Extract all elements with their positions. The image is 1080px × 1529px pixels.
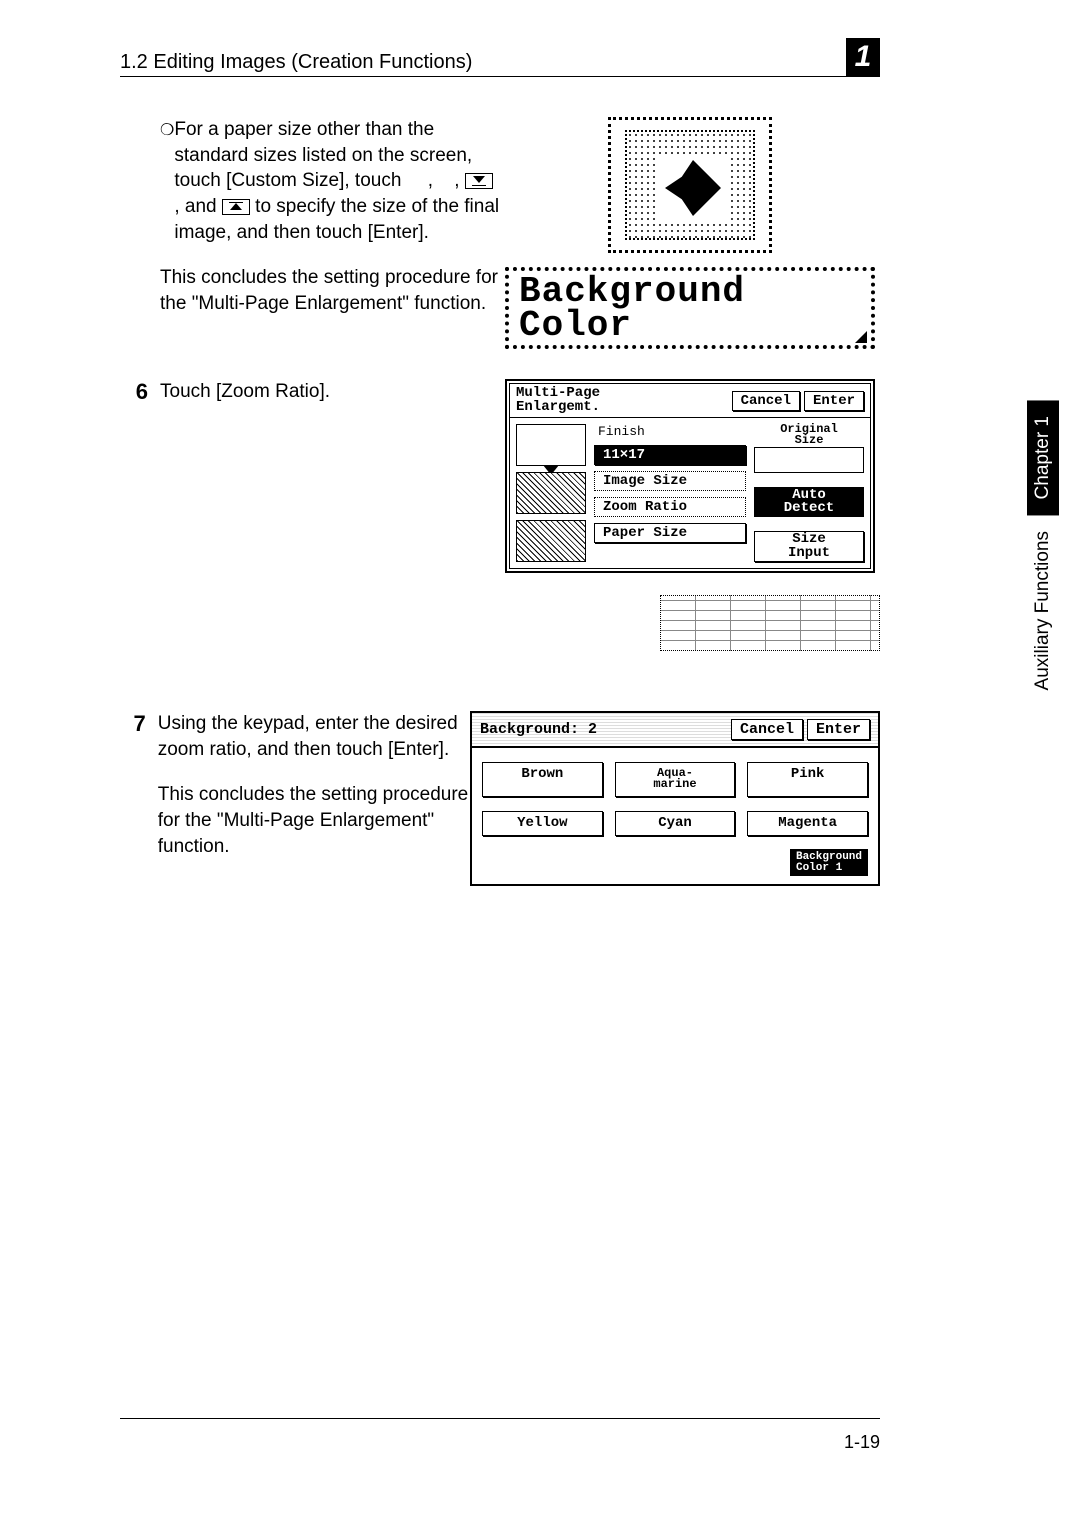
bg2-cancel-button[interactable]: Cancel: [731, 719, 803, 740]
thumb-1: [516, 424, 586, 466]
cancel-button[interactable]: Cancel: [732, 391, 800, 411]
step6-text: Touch [Zoom Ratio].: [160, 379, 500, 405]
step7-text: Using the keypad, enter the desired zoom…: [158, 711, 470, 762]
zoom-ratio-button[interactable]: Zoom Ratio: [594, 497, 746, 517]
arrow-up-icon: [222, 199, 250, 215]
arrow-down-icon: [465, 173, 493, 189]
step7-number: 7: [120, 711, 158, 886]
mini-grid-panel: [660, 595, 880, 651]
color-pink[interactable]: Pink: [747, 762, 868, 797]
thumb-3: [516, 520, 586, 562]
color-brown[interactable]: Brown: [482, 762, 603, 797]
page-content: 1.2 Editing Images (Creation Functions) …: [120, 38, 880, 916]
panel-title: Multi-Page Enlargemt.: [516, 387, 600, 414]
bg2-enter-button[interactable]: Enter: [807, 719, 870, 740]
step6-number: 6: [120, 379, 160, 651]
enter-button[interactable]: Enter: [804, 391, 864, 411]
color-cyan[interactable]: Cyan: [615, 811, 736, 836]
side-chapter-label: Chapter 1: [1027, 400, 1059, 515]
figure-bgcolor-label: Background Color: [505, 267, 875, 349]
auto-detect-button[interactable]: Auto Detect: [754, 487, 864, 518]
original-size-label: Original Size: [754, 424, 864, 447]
chapter-badge: 1: [846, 38, 880, 76]
bullet-icon: ❍: [160, 117, 174, 245]
side-tab: Chapter 1 Auxiliary Functions: [1026, 400, 1060, 800]
section-title: 1.2 Editing Images (Creation Functions): [120, 51, 472, 74]
paper-size-button[interactable]: Paper Size: [594, 523, 746, 543]
step7-conclusion: This concludes the setting procedure for…: [158, 782, 470, 859]
thumb-2: [516, 472, 586, 514]
step5-conclusion: This concludes the setting procedure for…: [160, 265, 500, 316]
header: 1.2 Editing Images (Creation Functions) …: [120, 38, 880, 77]
color-magenta[interactable]: Magenta: [747, 811, 868, 836]
step-custom-size: ❍ For a paper size other than the standa…: [120, 117, 880, 349]
figure-thumbnail-box: [608, 117, 772, 253]
pattern-preview-icon: [625, 130, 755, 240]
color-aquamarine[interactable]: Aqua-marine: [615, 762, 736, 797]
size-input-button[interactable]: Size Input: [754, 531, 864, 562]
step-6: 6 Touch [Zoom Ratio]. Multi-Page Enlarge…: [120, 379, 880, 651]
custom-size-note: For a paper size other than the standard…: [174, 117, 500, 245]
footer-rule: [120, 1418, 880, 1419]
finish-size-button[interactable]: 11×17: [594, 445, 746, 465]
bgcolor1-nav-button[interactable]: Background Color 1: [790, 849, 868, 876]
bg2-title: Background: 2: [480, 721, 597, 738]
corner-icon: [855, 331, 867, 343]
step-7: 7 Using the keypad, enter the desired zo…: [120, 711, 880, 886]
color-yellow[interactable]: Yellow: [482, 811, 603, 836]
multi-page-panel: Multi-Page Enlargemt. Cancel Enter: [505, 379, 875, 573]
image-size-button[interactable]: Image Size: [594, 471, 746, 491]
original-size-slot: [754, 447, 864, 473]
side-aux-label: Auxiliary Functions: [1030, 515, 1056, 706]
finish-label: Finish: [594, 424, 746, 439]
page-number: 1-19: [844, 1432, 880, 1453]
background2-panel: Background: 2 Cancel Enter Brown Aqua-ma…: [470, 711, 880, 886]
